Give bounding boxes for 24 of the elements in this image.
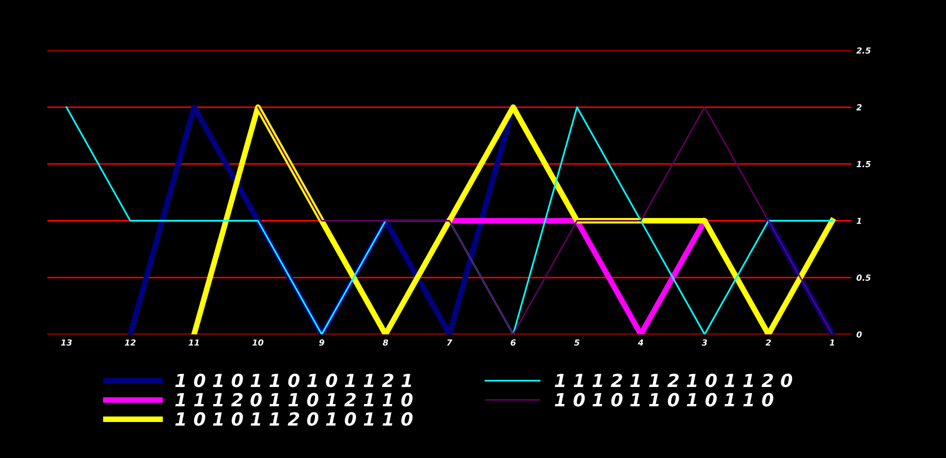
y-tick-label: 0.5 [856, 274, 871, 281]
x-tick-label: 2 [766, 339, 771, 346]
x-tick-label: 10 [252, 339, 264, 346]
x-tick-label: 6 [510, 339, 516, 346]
x-tick-label: 5 [574, 339, 580, 346]
legend-label: 1 0 1 0 1 1 2 0 1 0 1 1 0 [175, 412, 413, 426]
y-tick-label: 2 [856, 104, 862, 110]
x-tick-label: 9 [319, 339, 324, 346]
x-tick-label: 1 [830, 339, 834, 346]
y-tick-label: 2.5 [856, 47, 871, 54]
y-tick-label: 1.5 [856, 161, 871, 168]
x-tick-label: 4 [638, 339, 644, 346]
x-tick-label: 8 [382, 339, 388, 346]
legend-label: 1 0 1 0 1 1 0 1 0 1 1 2 1 [175, 374, 412, 388]
x-tick-label: 12 [124, 339, 136, 346]
legend-label: 1 1 1 2 0 1 1 0 1 2 1 1 0 [175, 392, 413, 407]
x-tick-label: 7 [447, 339, 452, 346]
x-tick-label: 3 [702, 339, 708, 346]
x-tick-label: 11 [188, 339, 199, 346]
x-tick-label: 13 [61, 339, 72, 346]
legend-label: 1 1 1 2 1 1 2 1 0 1 1 2 0 [554, 374, 792, 388]
legend-label: 1 0 1 0 1 1 0 1 0 1 1 0 [554, 392, 774, 407]
y-tick-label: 1 [856, 218, 862, 224]
y-tick-label: 0 [856, 331, 862, 338]
